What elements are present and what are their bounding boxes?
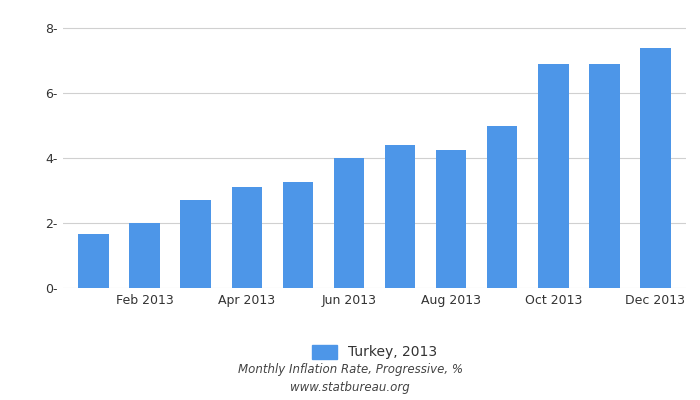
Bar (130, 223, 160, 288)
Text: Monthly Inflation Rate, Progressive, %: Monthly Inflation Rate, Progressive, % (237, 364, 463, 376)
Bar (538, 64, 568, 288)
Bar (436, 150, 466, 288)
Bar (640, 48, 671, 288)
Bar (283, 182, 313, 288)
Bar (78, 234, 109, 288)
Bar (486, 126, 517, 288)
Bar (232, 187, 262, 288)
Bar (181, 200, 211, 288)
Legend: Turkey, 2013: Turkey, 2013 (312, 345, 437, 360)
Text: www.statbureau.org: www.statbureau.org (290, 382, 410, 394)
Bar (334, 158, 364, 288)
Bar (385, 145, 415, 288)
Bar (589, 64, 620, 288)
